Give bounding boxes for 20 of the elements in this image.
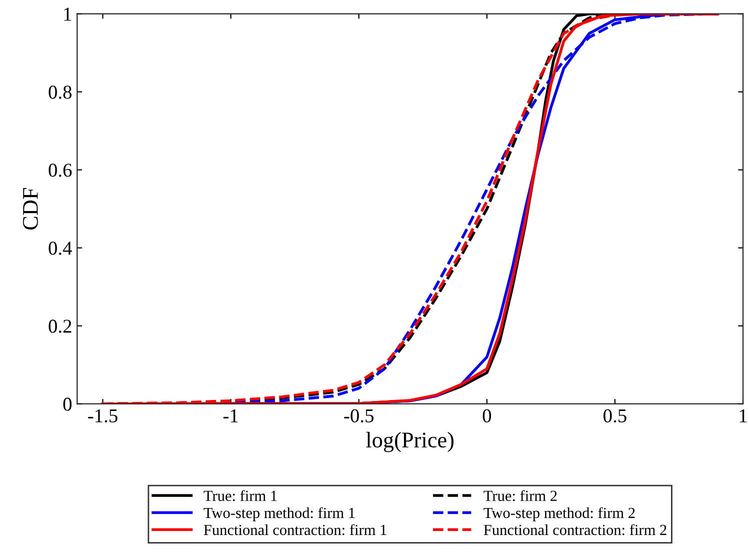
y-axis-title: CDF <box>22 188 38 230</box>
x-tick-label: 0 <box>482 409 492 422</box>
y-tick-label: 0.4 <box>48 242 72 255</box>
x-tick-label: 0.5 <box>604 409 626 422</box>
y-tick-label: 0.6 <box>48 164 72 177</box>
x-axis-title: log(Price) <box>366 432 454 452</box>
x-tick-label: 1 <box>740 409 747 422</box>
legend-label: True: firm 2 <box>484 490 557 502</box>
legend-label: Two-step method: firm 1 <box>204 507 355 522</box>
legend-label: Functional contraction: firm 2 <box>484 524 666 536</box>
y-tick-label: 1 <box>64 8 72 21</box>
x-tick-label: -1 <box>223 409 238 422</box>
y-tick-label: 0 <box>63 398 72 411</box>
legend-label: Two-step method: firm 2 <box>484 507 635 522</box>
x-tick-label: -1.5 <box>88 409 118 422</box>
y-tick-label: 0.8 <box>48 86 72 99</box>
y-tick-label: 0.2 <box>48 320 72 333</box>
legend-label: Functional contraction: firm 1 <box>204 524 386 536</box>
x-tick-label: -0.5 <box>344 409 374 422</box>
legend-label: True: firm 1 <box>204 490 277 502</box>
